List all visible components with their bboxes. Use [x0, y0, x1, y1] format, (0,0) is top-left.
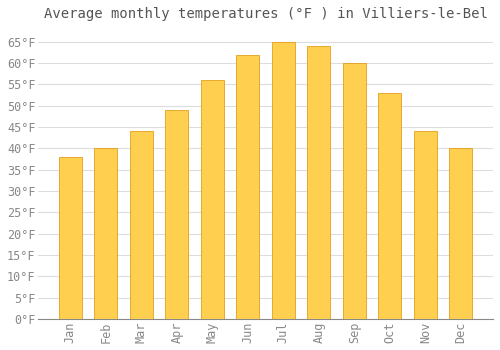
Title: Average monthly temperatures (°F ) in Villiers-le-Bel: Average monthly temperatures (°F ) in Vi…	[44, 7, 488, 21]
Bar	[450, 148, 472, 319]
Bar	[94, 148, 118, 319]
Bar	[201, 80, 224, 319]
Bar	[59, 157, 82, 319]
Bar	[272, 42, 295, 319]
Bar	[343, 63, 366, 319]
Bar	[166, 110, 188, 319]
Bar	[414, 131, 437, 319]
Bar	[378, 93, 402, 319]
Bar	[308, 46, 330, 319]
Bar	[130, 131, 153, 319]
Bar	[236, 55, 260, 319]
